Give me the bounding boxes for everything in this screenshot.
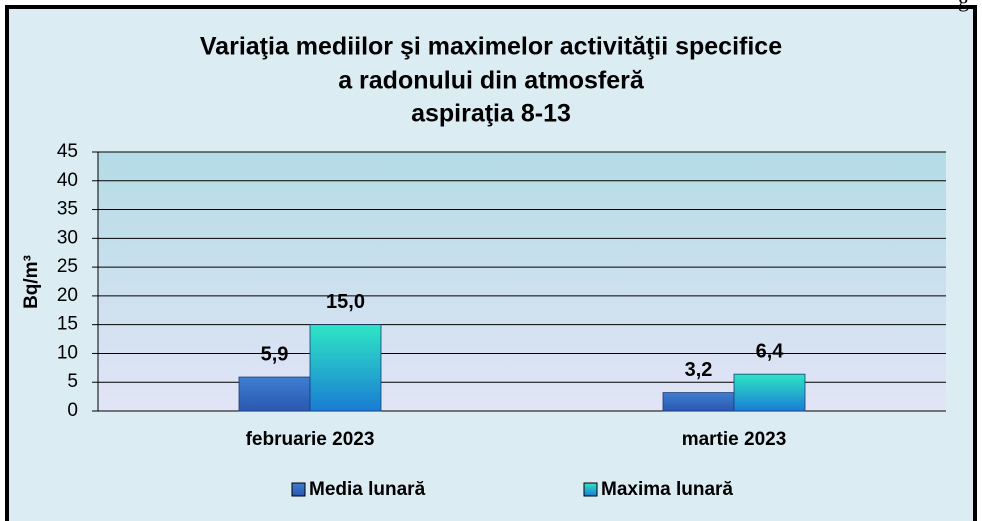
chart-title: aspiraţia 8-13 xyxy=(411,100,571,128)
y-tick-label: 40 xyxy=(57,170,78,191)
y-axis-label: Bq/m³ xyxy=(21,255,42,309)
x-tick-label: martie 2023 xyxy=(682,429,787,450)
plot-area xyxy=(98,152,946,411)
y-tick-label: 15 xyxy=(57,314,78,335)
legend-swatch xyxy=(583,482,598,497)
y-tick-label: 0 xyxy=(67,400,78,421)
legend-label: Maxima lunară xyxy=(601,479,733,500)
y-tick-label: 5 xyxy=(67,371,78,392)
corner-text: g xyxy=(958,0,969,12)
bar xyxy=(238,376,311,412)
value-label: 6,4 xyxy=(756,340,785,362)
y-tick-label: 35 xyxy=(57,199,78,220)
y-tick-label: 45 xyxy=(57,141,78,162)
legend-swatch xyxy=(291,482,306,497)
y-tick-label: 20 xyxy=(57,285,78,306)
value-label: 15,0 xyxy=(326,291,365,313)
value-label: 5,9 xyxy=(261,343,289,365)
value-label: 3,2 xyxy=(685,359,713,381)
y-tick-label: 10 xyxy=(57,342,78,363)
chart-title: Variaţia mediilor şi maximelor activităţ… xyxy=(200,33,782,61)
legend-label: Media lunară xyxy=(309,479,426,500)
chart-title: a radonului din atmosferă xyxy=(338,67,645,95)
bar xyxy=(733,373,806,412)
bar xyxy=(309,324,382,412)
bar xyxy=(662,392,735,412)
y-tick-label: 25 xyxy=(57,256,78,277)
x-tick-label: februarie 2023 xyxy=(246,429,375,450)
y-tick-label: 30 xyxy=(57,227,78,248)
